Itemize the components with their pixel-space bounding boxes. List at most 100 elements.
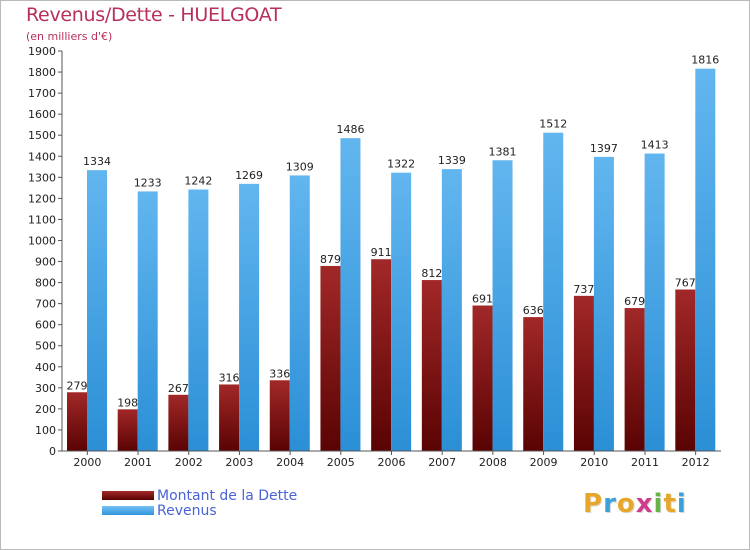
revenus-value-label: 1334 [83, 155, 111, 168]
revenus-bar [137, 191, 158, 451]
debt-value-label: 336 [269, 367, 290, 380]
y-tick-label: 1200 [28, 192, 56, 205]
debt-value-label: 679 [624, 295, 645, 308]
x-tick-label: 2001 [124, 456, 152, 469]
chart-title: Revenus/Dette - HUELGOAT [26, 4, 282, 26]
revenus-value-label: 1242 [184, 175, 212, 188]
y-tick-label: 1400 [28, 150, 56, 163]
debt-value-label: 198 [117, 396, 138, 409]
x-tick-label: 2003 [225, 456, 253, 469]
debt-bar [624, 308, 645, 451]
debt-bar [269, 380, 290, 451]
debt-value-label: 691 [472, 293, 493, 306]
legend-swatch-debt [102, 491, 154, 500]
debt-bar [219, 384, 240, 451]
legend-label-debt: Montant de la Dette [157, 487, 298, 504]
x-tick-label: 2005 [327, 456, 355, 469]
revenus-value-label: 1322 [387, 158, 415, 171]
x-tick-label: 2012 [682, 456, 710, 469]
y-tick-label: 500 [35, 340, 56, 353]
debt-bar [371, 259, 392, 451]
revenus-value-label: 1486 [336, 123, 364, 136]
revenus-bar [543, 132, 564, 451]
debt-bar [117, 409, 138, 451]
logo-letter: o [616, 489, 636, 519]
revenus-value-label: 1413 [641, 139, 669, 152]
revenus-bar [593, 156, 614, 452]
legend-item-debt: Montant de la Dette [102, 487, 298, 504]
revenus-value-label: 1397 [590, 142, 618, 155]
x-tick-label: 2008 [479, 456, 507, 469]
legend-item-revenus: Revenus [102, 503, 297, 519]
debt-value-label: 879 [320, 253, 341, 266]
revenus-bar [644, 153, 665, 452]
debt-value-label: 636 [523, 304, 544, 317]
debt-value-label: 767 [675, 277, 696, 290]
revenus-bar [289, 175, 310, 451]
y-tick-label: 800 [35, 277, 56, 290]
debt-bar [523, 317, 544, 451]
revenus-bar [87, 170, 107, 451]
revenus-value-label: 1233 [134, 176, 162, 189]
y-tick-label: 1000 [28, 234, 56, 247]
revenus-bar [391, 172, 412, 451]
chart-subtitle: (en milliers d'€) [26, 30, 113, 43]
debt-bar [168, 394, 189, 451]
debt-value-label: 812 [421, 267, 442, 280]
debt-value-label: 279 [67, 379, 88, 392]
y-tick-label: 1300 [28, 171, 56, 184]
x-tick-label: 2010 [580, 456, 608, 469]
y-tick-label: 600 [35, 319, 56, 332]
revenus-value-label: 1381 [489, 145, 517, 158]
y-tick-label: 1100 [28, 213, 56, 226]
revenus-value-label: 1816 [691, 54, 719, 67]
y-tick-label: 200 [35, 403, 56, 416]
debt-value-label: 267 [168, 382, 189, 395]
x-tick-label: 2009 [530, 456, 558, 469]
logo-letter: t [663, 489, 677, 519]
debt-bar [675, 289, 696, 451]
debt-bar [67, 392, 87, 451]
revenus-value-label: 1309 [286, 160, 314, 173]
y-tick-label: 400 [35, 361, 56, 374]
y-tick-label: 1700 [28, 87, 56, 100]
proxiti-logo: Proxiti [583, 489, 687, 519]
x-tick-label: 2006 [378, 456, 406, 469]
legend-swatch-revenus [102, 506, 154, 515]
debt-value-label: 316 [219, 371, 240, 384]
x-tick-label: 2000 [73, 456, 101, 469]
revenus-value-label: 1269 [235, 169, 263, 182]
legend: Montant de la Dette Revenus [102, 487, 298, 519]
x-tick-label: 2007 [428, 456, 456, 469]
x-tick-label: 2004 [276, 456, 304, 469]
y-tick-label: 300 [35, 382, 56, 395]
revenus-bar [188, 189, 209, 452]
y-tick-label: 1900 [28, 45, 56, 58]
logo-letter: r [603, 489, 617, 519]
debt-bar [320, 265, 341, 451]
x-tick-label: 2011 [631, 456, 659, 469]
y-tick-label: 0 [49, 445, 56, 458]
logo-letter: i [653, 489, 664, 519]
debt-bar [573, 295, 594, 451]
revenus-bar [239, 183, 260, 451]
revenus-bar [492, 160, 513, 451]
logo-letter: P [583, 489, 604, 519]
debt-bar [421, 280, 442, 451]
debt-value-label: 737 [573, 283, 594, 296]
y-tick-label: 1800 [28, 66, 56, 79]
revenus-value-label: 1339 [438, 154, 466, 167]
debt-bar [472, 305, 493, 451]
x-tick-label: 2002 [175, 456, 203, 469]
revenus-bar [340, 138, 361, 451]
y-tick-label: 1600 [28, 108, 56, 121]
y-tick-label: 1500 [28, 129, 56, 142]
logo-letter: x [635, 489, 654, 519]
revenus-bar [441, 169, 462, 451]
debt-value-label: 911 [371, 246, 392, 259]
revenus-value-label: 1512 [539, 118, 567, 131]
y-tick-label: 700 [35, 298, 56, 311]
logo-letter: i [676, 489, 687, 519]
